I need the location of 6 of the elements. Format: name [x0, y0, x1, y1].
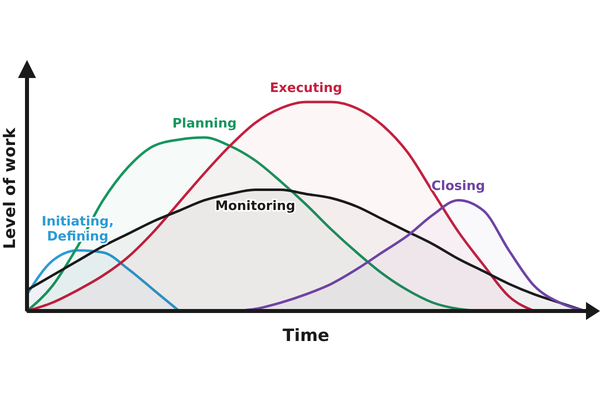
series-label: Executing	[270, 81, 342, 96]
series-label: Planning	[172, 116, 237, 132]
series-label: Closing	[431, 179, 486, 194]
y-axis-title: Level of work	[0, 128, 19, 250]
x-axis-title: Time	[282, 326, 330, 346]
series-label: Monitoring	[215, 198, 296, 214]
